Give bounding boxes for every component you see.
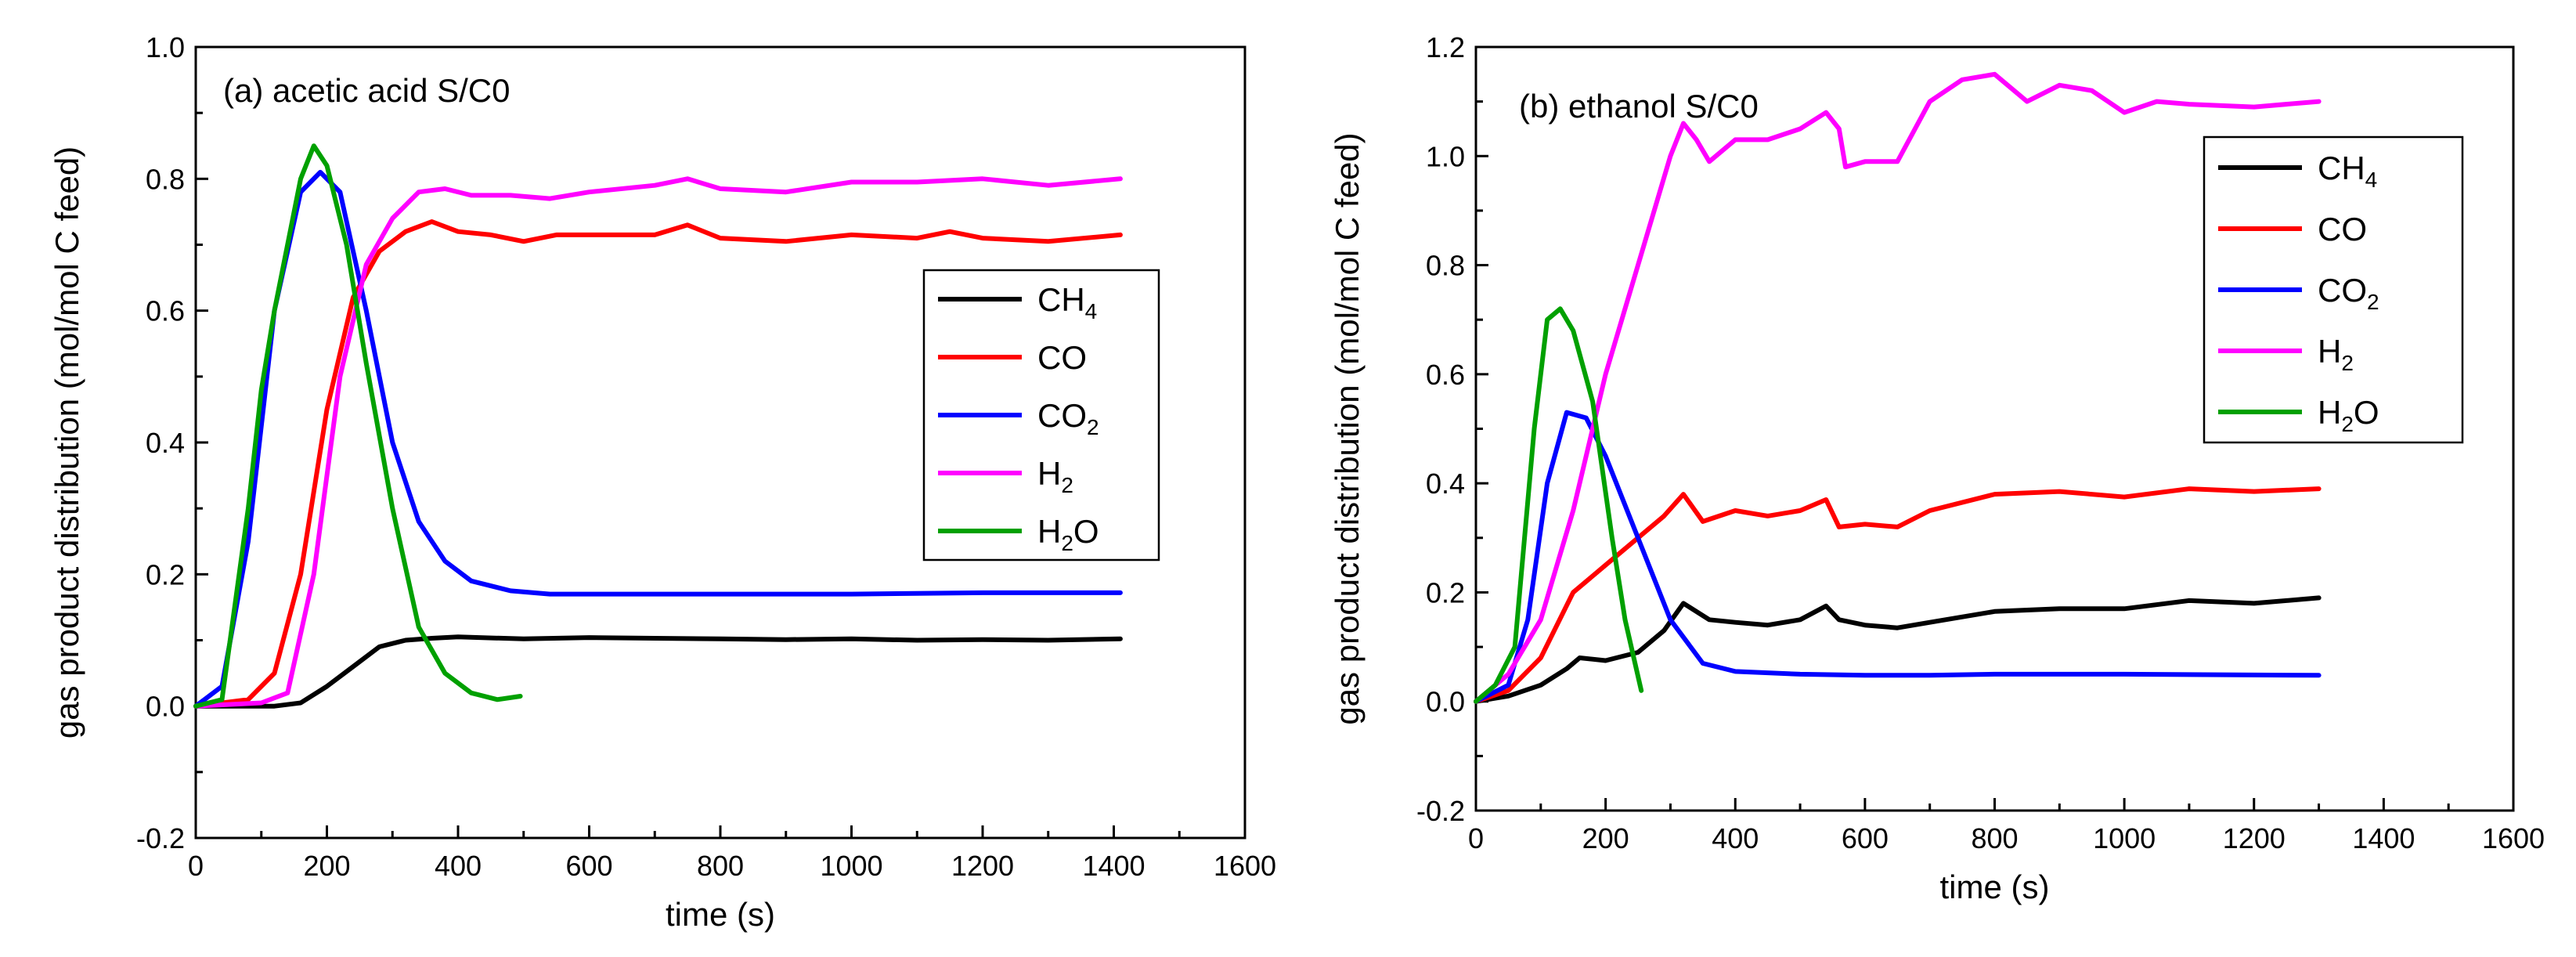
series-line-co — [193, 219, 1123, 709]
series-line-h2 — [193, 176, 1123, 709]
x-tick-label: 1600 — [2482, 822, 2545, 854]
y-tick-label: 0.0 — [146, 691, 185, 723]
y-tick-label: 0.6 — [146, 295, 185, 327]
x-tick-label: 400 — [435, 850, 482, 882]
chart-title: (a) acetic acid S/C0 — [223, 72, 510, 109]
y-tick-label: 0.2 — [1426, 576, 1465, 609]
y-tick-label: 0.8 — [146, 163, 185, 195]
y-tick-label: -0.2 — [1416, 795, 1465, 827]
chart-b: 0 200 400 600 800 1000 1200 1400 1600 -0.2 0.0 0.2 0… — [1329, 31, 2545, 905]
legend-label: CO — [2318, 211, 2367, 247]
x-axis-label: time (s) — [666, 896, 775, 933]
x-tick-label: 0 — [1468, 822, 1484, 854]
x-tick-label: 1000 — [820, 850, 882, 882]
x-axis-label: time (s) — [1940, 869, 2050, 905]
x-tick-label: 400 — [1712, 822, 1759, 854]
y-tick-label: 0.0 — [1426, 686, 1465, 718]
chart-title: (b) ethanol S/C0 — [1519, 88, 1759, 125]
x-tick-label: 600 — [1842, 822, 1889, 854]
legend-label: CO — [1037, 339, 1087, 376]
y-axis-label: gas product distribution (mol/mol C feed… — [1329, 132, 1366, 724]
x-tick-label: 1200 — [951, 850, 1014, 882]
y-tick-label: 0.4 — [146, 427, 185, 459]
series-line-ch4 — [1474, 595, 2322, 704]
series-line-h2o — [193, 143, 523, 709]
series-line-co2 — [1474, 410, 2322, 704]
legend-label: H2O — [1037, 513, 1099, 555]
x-tick-label: 800 — [1971, 822, 2018, 854]
x-tick-label: 1400 — [2352, 822, 2415, 854]
x-tick-label: 1200 — [2223, 822, 2286, 854]
y-tick-label: 1.0 — [146, 31, 185, 63]
x-tick-label: 1600 — [1214, 850, 1276, 882]
y-tick-label: 0.4 — [1426, 468, 1465, 500]
x-tick-label: 1400 — [1082, 850, 1145, 882]
x-tick-label: 1000 — [2093, 822, 2156, 854]
series-line-ch4 — [193, 634, 1123, 709]
series-line-h2 — [1474, 71, 2322, 704]
y-tick-label: 1.2 — [1426, 31, 1465, 63]
y-tick-label: 0.8 — [1426, 250, 1465, 282]
y-tick-label: 0.6 — [1426, 359, 1465, 391]
series-line-co — [1474, 486, 2322, 704]
chart-a: 0 200 400 600 800 1000 1200 1400 1600 -0.2 0.0 0.2 0… — [49, 31, 1276, 933]
series-line-h2o — [1474, 306, 1644, 704]
x-tick-label: 800 — [697, 850, 744, 882]
x-tick-label: 600 — [565, 850, 612, 882]
y-tick-label: 1.0 — [1426, 140, 1465, 172]
x-tick-label: 200 — [303, 850, 350, 882]
y-axis-label: gas product distribution (mol/mol C feed… — [49, 146, 85, 739]
x-tick-label: 200 — [1582, 822, 1629, 854]
x-tick-label: 0 — [188, 850, 204, 882]
y-tick-label: 0.2 — [146, 558, 185, 590]
legend-label: CO2 — [1037, 397, 1099, 439]
y-tick-label: -0.2 — [136, 822, 185, 854]
